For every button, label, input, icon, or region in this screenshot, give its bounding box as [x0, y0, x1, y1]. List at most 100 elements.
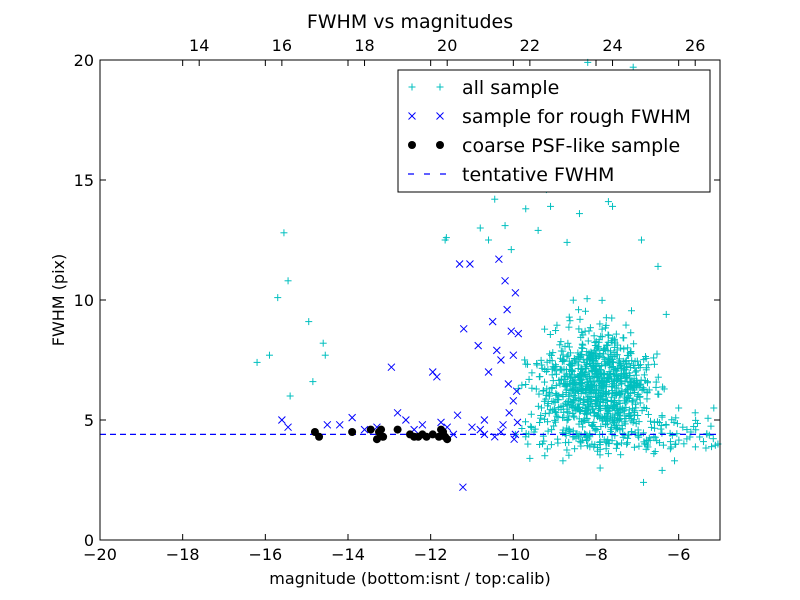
rough-fwhm-point	[437, 418, 445, 427]
all-sample-point	[564, 351, 572, 359]
all-sample-point	[603, 397, 611, 405]
legend-label: tentative FWHM	[462, 164, 614, 186]
all-sample-point	[616, 391, 624, 399]
all-sample-point	[563, 238, 571, 246]
all-sample-point	[548, 357, 556, 365]
all-sample-point	[604, 371, 612, 379]
all-sample-point	[686, 433, 694, 441]
all-sample-point	[549, 377, 557, 385]
y-tick-label: 5	[84, 411, 94, 430]
all-sample-point	[522, 205, 530, 213]
all-sample-point	[573, 404, 581, 412]
all-sample-point	[658, 412, 666, 420]
all-sample-point	[563, 353, 571, 361]
rough-fwhm-point	[360, 425, 369, 434]
all-sample-point	[553, 321, 561, 329]
rough-fwhm-point	[466, 260, 474, 268]
all-sample-point	[617, 370, 625, 378]
legend-marker-dot	[436, 141, 444, 149]
all-sample-point	[622, 386, 630, 394]
all-sample-point	[575, 379, 583, 387]
all-sample-point	[671, 457, 679, 465]
all-sample-point	[576, 354, 584, 362]
rough-fwhm-point	[510, 435, 519, 444]
all-sample-point	[575, 306, 583, 314]
all-sample-point	[569, 378, 577, 386]
psf-like-point	[443, 435, 452, 444]
all-sample-point	[615, 415, 623, 423]
rough-fwhm-point	[453, 411, 462, 420]
rough-fwhm-point	[348, 413, 356, 422]
all-sample-point	[620, 366, 628, 374]
all-sample-point	[620, 345, 628, 353]
x-tick-label: −14	[331, 545, 365, 564]
rough-fwhm-point	[468, 423, 476, 432]
all-sample-point	[521, 356, 529, 364]
all-sample-point	[581, 327, 589, 335]
all-sample-point	[485, 236, 493, 244]
all-sample-point	[605, 368, 613, 376]
all-sample-point	[640, 478, 648, 486]
all-sample-point	[604, 450, 612, 458]
all-sample-point	[611, 432, 619, 440]
x-tick-label: −8	[584, 545, 608, 564]
all-sample-point	[553, 412, 561, 420]
all-sample-point	[589, 405, 597, 413]
all-sample-point	[576, 371, 584, 379]
legend-item: tentative FWHM	[408, 164, 614, 186]
all-sample-point	[587, 362, 595, 370]
legend-marker-plus	[408, 83, 416, 91]
all-sample-point	[619, 357, 627, 365]
all-sample-point	[564, 339, 572, 347]
all-sample-point	[601, 421, 609, 429]
all-sample-point	[592, 337, 600, 345]
all-sample-point	[644, 410, 652, 418]
top-tick-label: 24	[602, 36, 622, 55]
all-sample-point	[631, 357, 639, 365]
all-sample-point	[567, 373, 575, 381]
all-sample-point	[582, 364, 590, 372]
rough-fwhm-point	[505, 408, 514, 417]
all-sample-point	[618, 425, 626, 433]
all-sample-point	[564, 415, 572, 423]
all-sample-point	[651, 424, 659, 432]
all-sample-point	[571, 380, 579, 388]
all-sample-point	[522, 418, 530, 426]
all-sample-point	[568, 401, 576, 409]
all-sample-point	[550, 422, 558, 430]
chart-title: FWHM vs magnitudes	[307, 11, 513, 33]
all-sample-point	[575, 420, 583, 428]
x-tick-label: −18	[166, 545, 200, 564]
all-sample-point	[527, 422, 535, 430]
legend-marker-x	[408, 112, 416, 120]
all-sample-point	[620, 334, 628, 342]
all-sample-point	[565, 425, 573, 433]
all-sample-point	[646, 417, 654, 425]
rough-fwhm-point	[433, 372, 441, 381]
all-sample-point	[667, 443, 675, 451]
all-sample-point	[563, 408, 571, 416]
all-sample-point	[588, 422, 596, 430]
all-sample-point	[556, 380, 564, 388]
rough-fwhm-point	[513, 418, 522, 427]
all-sample-point	[551, 408, 559, 416]
all-sample-point	[625, 369, 633, 377]
all-sample-point	[565, 409, 573, 417]
series-rough-fwhm	[278, 255, 523, 492]
all-sample-point	[528, 369, 536, 377]
all-sample-point	[593, 411, 601, 419]
all-sample-point	[632, 367, 640, 375]
all-sample-point	[528, 384, 536, 392]
all-sample-point	[675, 436, 683, 444]
all-sample-point	[274, 294, 282, 302]
all-sample-point	[578, 365, 586, 373]
all-sample-point	[585, 418, 593, 426]
all-sample-point	[636, 399, 644, 407]
all-sample-point	[284, 277, 292, 285]
all-sample-point	[692, 416, 700, 424]
all-sample-point	[597, 361, 605, 369]
all-sample-point	[491, 195, 499, 203]
all-sample-point	[598, 374, 606, 382]
rough-fwhm-point	[402, 416, 410, 424]
all-sample-point	[630, 379, 638, 387]
